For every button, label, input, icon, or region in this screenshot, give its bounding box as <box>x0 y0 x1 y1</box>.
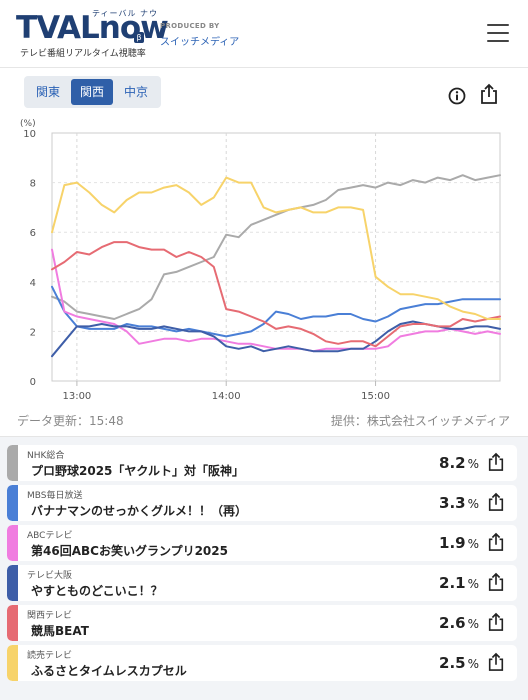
station-name: NHK総合 <box>27 451 65 461</box>
program-title: 第46回ABCお笑いグランプリ2025 <box>31 544 228 558</box>
rating-number: 1.9 <box>439 534 466 552</box>
rating-chart: 0 2 4 6 8 10 (%) 13:00 14:00 15:00 <box>0 112 528 412</box>
station-color-bar <box>7 445 18 481</box>
program-title: ふるさとタイムレスカプセル <box>31 664 187 678</box>
rating-number: 2.1 <box>439 574 466 592</box>
y-tick-label: 8 <box>30 179 36 190</box>
station-name: ABCテレビ <box>27 531 73 541</box>
program-row[interactable]: 読売テレビ ふるさとタイムレスカプセル 2.5% <box>7 645 517 681</box>
x-tick-label: 14:00 <box>212 391 241 402</box>
series-line-3 <box>51 248 501 353</box>
tab-kanto[interactable]: 関東 <box>35 85 60 99</box>
rating-unit: % <box>467 657 479 671</box>
rating-unit: % <box>467 577 479 591</box>
rating-unit: % <box>467 537 479 551</box>
produced-by-label: PRODUCED BY <box>160 22 220 30</box>
rating-number: 8.2 <box>439 454 466 472</box>
rating-number: 2.6 <box>439 614 466 632</box>
hamburger-menu-icon[interactable] <box>487 23 509 43</box>
tab-kansai[interactable]: 関西 <box>71 79 113 105</box>
share-icon[interactable] <box>479 83 499 105</box>
program-row[interactable]: NHK総合 プロ野球2025「ヤクルト」対「阪神」 8.2% <box>7 445 517 481</box>
program-title: 競馬BEAT <box>31 624 89 638</box>
station-color-bar <box>7 485 18 521</box>
program-title: やすとものどこいこ！？ <box>31 584 163 598</box>
rating-value: 2.6% <box>439 614 479 632</box>
program-row[interactable]: テレビ大阪 やすとものどこいこ！？ 2.1% <box>7 565 517 601</box>
series-line-6 <box>51 176 501 320</box>
share-icon[interactable] <box>487 492 505 512</box>
station-color-bar <box>7 645 18 681</box>
station-color-bar <box>7 605 18 641</box>
app-logo[interactable]: TVALnow <box>16 10 169 46</box>
x-tick-label: 13:00 <box>62 391 91 402</box>
rating-line-chart: 0 2 4 6 8 10(%) 13:00 14:00 15:00 <box>20 119 501 402</box>
rating-value: 2.1% <box>439 574 479 592</box>
logo-text: TVAL <box>16 10 100 46</box>
station-name: 読売テレビ <box>27 651 73 661</box>
rating-unit: % <box>467 497 479 511</box>
rating-number: 2.5 <box>439 654 466 672</box>
program-row[interactable]: MBS毎日放送 バナナマンのせっかくグルメ！！（再） 3.3% <box>7 485 517 521</box>
station-name: テレビ大阪 <box>27 571 73 581</box>
series-line-5 <box>51 241 501 348</box>
share-icon[interactable] <box>487 572 505 592</box>
rating-value: 3.3% <box>439 494 479 512</box>
share-icon[interactable] <box>487 532 505 552</box>
series-line-1 <box>51 174 501 320</box>
program-row[interactable]: 関西テレビ 競馬BEAT 2.6% <box>7 605 517 641</box>
series-line-4 <box>51 320 501 358</box>
producer-name: スイッチメディア <box>160 37 240 48</box>
logo-ruby: ティーバル ナウ <box>92 9 158 18</box>
rating-value: 1.9% <box>439 534 479 552</box>
program-title: バナナマンのせっかくグルメ！！（再） <box>31 504 248 518</box>
update-time: データ更新：15:48 <box>17 414 124 428</box>
share-icon[interactable] <box>487 452 505 472</box>
logo-text-now: now <box>98 10 169 46</box>
y-tick-label: 2 <box>30 327 36 338</box>
program-row[interactable]: ABCテレビ 第46回ABCお笑いグランプリ2025 1.9% <box>7 525 517 561</box>
tab-chukyo[interactable]: 中京 <box>123 85 148 99</box>
region-tabs: 関東 関西 中京 <box>24 76 161 108</box>
share-icon[interactable] <box>487 612 505 632</box>
series-line-2 <box>51 285 501 338</box>
logo-subtitle: テレビ番組リアルタイム視聴率 <box>20 49 146 59</box>
rating-unit: % <box>467 617 479 631</box>
y-tick-label: 10 <box>23 129 36 140</box>
program-title: プロ野球2025「ヤクルト」対「阪神」 <box>31 464 245 478</box>
station-color-bar <box>7 525 18 561</box>
x-tick-label: 15:00 <box>361 391 390 402</box>
y-tick-label: 0 <box>30 377 36 388</box>
plot-frame <box>51 132 501 382</box>
share-icon[interactable] <box>487 652 505 672</box>
rating-value: 8.2% <box>439 454 479 472</box>
station-color-bar <box>7 565 18 601</box>
app-header: TVALnow ティーバル ナウ β テレビ番組リアルタイム視聴率 PRODUC… <box>0 0 528 68</box>
y-tick-label: 4 <box>30 278 36 289</box>
provider-credit: 提供：株式会社スイッチメディア <box>330 414 510 428</box>
y-axis-label: (%) <box>20 119 36 129</box>
rating-value: 2.5% <box>439 654 479 672</box>
program-list: NHK総合 プロ野球2025「ヤクルト」対「阪神」 8.2% MBS毎日放送 バ… <box>0 436 528 700</box>
y-tick-label: 6 <box>30 228 36 239</box>
rating-unit: % <box>467 457 479 471</box>
station-name: MBS毎日放送 <box>27 491 83 501</box>
rating-number: 3.3 <box>439 494 466 512</box>
info-circle-icon[interactable] <box>448 87 466 105</box>
station-name: 関西テレビ <box>27 611 73 621</box>
logo-beta-badge: β <box>134 32 144 43</box>
